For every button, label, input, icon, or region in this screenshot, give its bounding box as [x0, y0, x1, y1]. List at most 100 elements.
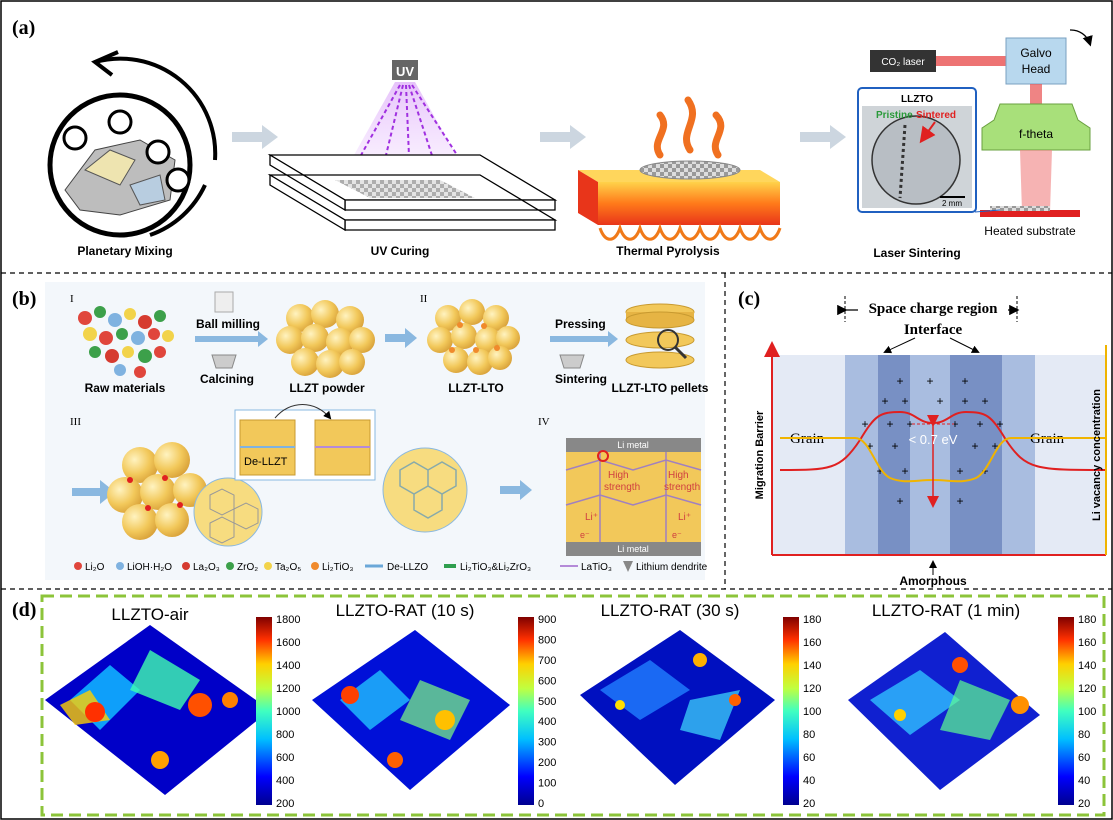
colorbar-tick-label: 20 [803, 798, 815, 810]
svg-text:+: + [876, 464, 883, 478]
colorbar-3 [783, 617, 799, 805]
step-uv-curing: UV Curing [371, 244, 430, 258]
colorbar-tick-label: 1600 [276, 637, 300, 649]
uv-curing-illustration: UV [267, 60, 558, 232]
afm-plot-2: LLZTO-RAT (10 s) [312, 601, 534, 805]
milling-jar-icon [214, 291, 234, 313]
legend-swatch-0 [74, 562, 82, 570]
raw-materials-label: Raw materials [85, 381, 166, 395]
heated-substrate-label: Heated substrate [984, 224, 1076, 238]
e-minus-left: e⁻ [580, 530, 590, 540]
colorbar-tick-label: 40 [1078, 775, 1090, 787]
svg-text:+: + [901, 394, 908, 408]
interface-label: Interface [904, 322, 963, 338]
svg-text:+: + [976, 417, 983, 431]
afm-title-2: LLZTO-RAT (10 s) [336, 601, 475, 620]
colorbar-tick-label: 80 [1078, 729, 1090, 741]
panel-b-legend: Li₂O LiOH·H₂O La₂O₃ ZrO₂ Ta₂O₅ Li₂TiO₃ D… [74, 561, 708, 573]
colorbar-tick-label: 120 [803, 683, 821, 695]
pellets-illustration [625, 303, 695, 369]
hex-grain-zoom-2 [382, 447, 468, 533]
roman-2: II [420, 293, 428, 305]
e-minus-right: e⁻ [672, 530, 682, 540]
panel-b-label: (b) [12, 288, 36, 310]
colorbar-tick-label: 600 [538, 675, 556, 687]
svg-text:+: + [956, 494, 963, 508]
colorbar-tick-label: 100 [538, 778, 556, 790]
high-strength-right-2: strength [664, 482, 700, 493]
roman-3: III [70, 416, 81, 428]
afm-plot-1: LLZTO-air [45, 605, 272, 805]
co2-laser-label: CO₂ laser [881, 57, 925, 68]
llzt-powder-label: LLZT powder [289, 381, 365, 395]
scale-bar-label: 2 mm [942, 199, 962, 208]
colorbar-tick-label: 60 [803, 752, 815, 764]
colorbar-tick-label: 300 [538, 737, 556, 749]
afm-title-3: LLZTO-RAT (30 s) [601, 601, 740, 620]
flow-arrow-3 [800, 125, 846, 149]
arrow-b-1 [385, 328, 417, 348]
svg-text:+: + [951, 417, 958, 431]
sintered-label: Sintered [916, 110, 956, 121]
legend-item-1: LiOH·H₂O [127, 562, 172, 573]
panel-a: (a) Planetary Mixing UV [12, 17, 1093, 260]
colorbar-tick-label: 80 [803, 729, 815, 741]
galvo-label-2: Head [1022, 62, 1051, 76]
li-metal-top-label: Li metal [617, 440, 649, 450]
colorbar-tick-label: 800 [276, 729, 294, 741]
colorbar-tick-label: 600 [276, 752, 294, 764]
afm-plot-4: LLZTO-RAT (1 min) [848, 601, 1074, 805]
hex-grid-1 [209, 488, 259, 544]
colorbar-tick-label: 800 [538, 634, 556, 646]
panel-c-label: (c) [738, 288, 760, 310]
step-laser-sintering: Laser Sintering [873, 246, 960, 260]
amorphous-label: Amorphous [899, 574, 967, 588]
afm-surface-3 [580, 630, 775, 785]
high-strength-right-1: High [668, 470, 689, 481]
svg-text:+: + [906, 417, 913, 431]
panel-d-frame [40, 594, 1106, 817]
svg-text:+: + [981, 394, 988, 408]
colorbar-tick-label: 700 [538, 655, 556, 667]
pristine-label: Pristine [876, 110, 913, 121]
afm-title-1: LLZTO-air [111, 605, 188, 624]
panel-c: (c) Space charge region Interface Grain … [738, 288, 1107, 588]
step-thermal-pyrolysis: Thermal Pyrolysis [616, 244, 720, 258]
legend-swatch-4 [264, 562, 272, 570]
svg-text:+: + [886, 417, 893, 431]
colorbar-tick-label: 200 [538, 757, 556, 769]
legend-swatch-2 [182, 562, 190, 570]
legend-swatch-9 [623, 561, 633, 572]
colorbar-tick-label: 160 [1078, 637, 1096, 649]
colorbar-4 [1058, 617, 1074, 805]
roman-4: IV [538, 416, 550, 428]
legend-item-6: De-LLZO [387, 562, 428, 573]
svg-text:+: + [891, 439, 898, 453]
panel-d: (d) LLZTO-air LLZTO-RAT (10 s) [12, 594, 1106, 817]
flow-arrow-1 [232, 125, 278, 149]
llzt-lto-label: LLZT-LTO [448, 381, 504, 395]
ball-milling-label: Ball milling [196, 317, 260, 331]
galvo-label-1: Galvo [1020, 46, 1052, 60]
colorbar-tick-label: 60 [1078, 752, 1090, 764]
colorbar-2 [518, 617, 534, 805]
colorbar-tick-label: 100 [1078, 706, 1096, 718]
furnace-cup-icon [559, 354, 585, 369]
high-strength-left-1: High [608, 470, 629, 481]
svg-text:+: + [866, 439, 873, 453]
afm-plot-3: LLZTO-RAT (30 s) [580, 601, 799, 805]
calcining-label: Calcining [200, 372, 254, 386]
svg-text:+: + [881, 394, 888, 408]
legend-swatch-1 [116, 562, 124, 570]
afm-surface-1 [45, 625, 270, 795]
laser-sintering-illustration: CO₂ laser Galvo Head f-theta Heated subs… [857, 29, 1093, 238]
arrow-b-3 [72, 480, 115, 504]
svg-text:+: + [926, 374, 933, 388]
legend-swatch-5 [311, 562, 319, 570]
svg-text:+: + [901, 464, 908, 478]
colorbar-tick-label: 200 [276, 798, 294, 810]
colorbar-tick-label: 180 [1078, 614, 1096, 626]
plus-charges: + + + + + + + + + + + + + + + + + + + + + + + + [861, 374, 1003, 508]
colorbar-tick-label: 140 [1078, 660, 1096, 672]
